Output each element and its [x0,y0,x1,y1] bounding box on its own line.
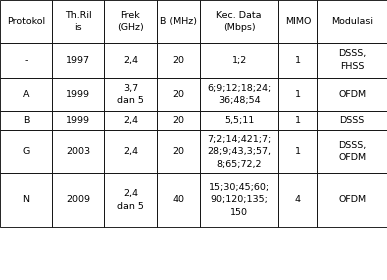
Text: DSSS,
OFDM: DSSS, OFDM [338,141,366,162]
Text: OFDM: OFDM [338,90,366,99]
Text: 2003: 2003 [66,147,90,156]
Text: Protokol: Protokol [7,17,45,26]
Bar [317,43,387,78]
Text: Th.Ril
is: Th.Ril is [65,11,92,32]
Text: 2,4
dan 5: 2,4 dan 5 [117,189,144,211]
Text: OFDM: OFDM [338,195,366,204]
Text: MIMO: MIMO [285,17,311,26]
Bar [156,130,200,173]
Text: G: G [22,147,30,156]
Text: 7;2;14;421;7;
28;9;43,3;57,
8;65;72,2: 7;2;14;421;7; 28;9;43,3;57, 8;65;72,2 [207,135,271,169]
Bar [104,43,156,78]
Text: 15;30;45;60;
90;120;135;
150: 15;30;45;60; 90;120;135; 150 [209,183,270,217]
Bar [156,43,200,78]
Text: 4: 4 [295,195,301,204]
Bar [52,78,104,111]
Text: 1: 1 [295,90,301,99]
Bar [104,173,156,227]
Text: 20: 20 [172,90,184,99]
Text: 5,5;11: 5,5;11 [224,116,254,125]
Bar [156,173,200,227]
Text: 20: 20 [172,116,184,125]
Text: 20: 20 [172,56,184,65]
Text: A: A [23,90,29,99]
Text: 40: 40 [172,195,184,204]
Text: N: N [22,195,29,204]
Text: 3,7
dan 5: 3,7 dan 5 [117,83,144,105]
Bar [52,130,104,173]
Bar [278,78,317,111]
Bar [0,130,52,173]
Bar [317,111,387,130]
Bar [0,43,52,78]
Bar [200,0,278,43]
Text: -: - [24,56,28,65]
Text: 1997: 1997 [66,56,90,65]
Bar [0,0,52,43]
Bar [0,173,52,227]
Bar [0,78,52,111]
Bar [200,111,278,130]
Bar [104,111,156,130]
Text: B (MHz): B (MHz) [160,17,197,26]
Bar [52,111,104,130]
Bar [0,111,52,130]
Text: B: B [23,116,29,125]
Bar [278,111,317,130]
Text: Kec. Data
(Mbps): Kec. Data (Mbps) [216,11,262,32]
Text: DSSS,
FHSS: DSSS, FHSS [338,50,366,71]
Text: 1999: 1999 [66,90,90,99]
Bar [104,78,156,111]
Text: 2,4: 2,4 [123,147,138,156]
Bar [52,173,104,227]
Text: Modulasi: Modulasi [331,17,373,26]
Text: Frek
(GHz): Frek (GHz) [117,11,144,32]
Text: 6;9;12;18;24;
36;48;54: 6;9;12;18;24; 36;48;54 [207,83,271,105]
Bar [278,0,317,43]
Bar [317,173,387,227]
Text: 2009: 2009 [66,195,90,204]
Bar [200,78,278,111]
Bar [278,173,317,227]
Text: 1;2: 1;2 [231,56,247,65]
Bar [278,43,317,78]
Text: 2,4: 2,4 [123,116,138,125]
Bar [156,0,200,43]
Bar [104,0,156,43]
Bar [52,43,104,78]
Text: 20: 20 [172,147,184,156]
Text: 1: 1 [295,116,301,125]
Bar [52,0,104,43]
Bar [317,130,387,173]
Bar [200,43,278,78]
Bar [200,130,278,173]
Text: 1: 1 [295,147,301,156]
Bar [200,173,278,227]
Bar [156,111,200,130]
Bar [317,0,387,43]
Text: 1: 1 [295,56,301,65]
Bar [278,130,317,173]
Text: 2,4: 2,4 [123,56,138,65]
Text: 1999: 1999 [66,116,90,125]
Bar [104,130,156,173]
Text: DSSS: DSSS [339,116,365,125]
Bar [317,78,387,111]
Bar [156,78,200,111]
